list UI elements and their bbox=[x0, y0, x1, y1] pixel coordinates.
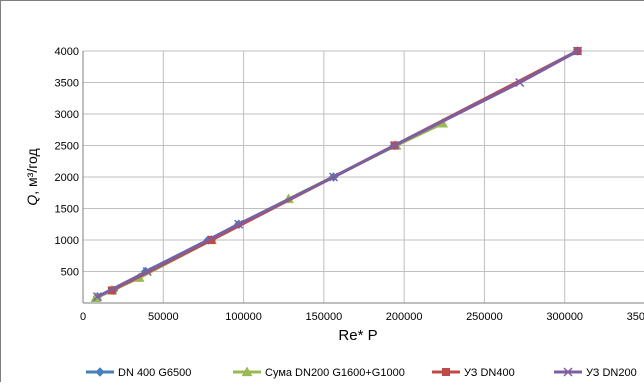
legend: DN 400 G6500 Сума DN200 G1600+G1000 УЗ DN4… bbox=[86, 366, 637, 379]
x-tick-label: 200000 bbox=[386, 311, 423, 323]
series-4-point bbox=[92, 292, 102, 302]
series-4-point bbox=[328, 172, 339, 182]
series-4-point bbox=[515, 77, 525, 88]
legend-item-3: УЗ DN400 bbox=[432, 367, 515, 379]
legend-label: УЗ DN200 bbox=[586, 367, 637, 379]
legend-marker bbox=[241, 366, 253, 377]
legend-item-1: DN 400 G6500 bbox=[86, 367, 191, 379]
x-tick-label: 0 bbox=[80, 311, 86, 323]
x-tick-label: 250000 bbox=[466, 311, 503, 323]
series-4-point-stroke bbox=[234, 219, 244, 229]
series-4 bbox=[92, 46, 583, 302]
series-4-point-stroke bbox=[515, 77, 525, 88]
y-tick-label: 2500 bbox=[55, 141, 79, 153]
y-tick-label: 500 bbox=[61, 267, 79, 279]
series-4-point-stroke bbox=[389, 140, 400, 151]
series-4-point bbox=[234, 219, 244, 229]
legend-marker bbox=[442, 368, 450, 376]
legend-marker bbox=[563, 367, 573, 377]
x-tick-label: 50000 bbox=[148, 311, 179, 323]
x-tick-label: 150000 bbox=[305, 311, 342, 323]
legend-marker bbox=[95, 367, 105, 377]
y-tick-label: 3500 bbox=[55, 78, 79, 90]
grid-layer bbox=[83, 50, 644, 303]
series-4-point bbox=[573, 46, 583, 56]
x-tick-label: 350000 bbox=[627, 311, 644, 323]
y-tick-label: 1000 bbox=[55, 235, 79, 247]
x-tick-label: 300000 bbox=[546, 311, 583, 323]
y-tick-label: 2000 bbox=[55, 172, 79, 184]
series-4-point bbox=[389, 140, 400, 151]
y-tick-label: 4000 bbox=[55, 46, 79, 58]
tick-label-layer: 0 50000 100000 150000 200000 250000 300000 3500… bbox=[55, 46, 644, 323]
legend-label: УЗ DN400 bbox=[464, 367, 515, 379]
series-4-point bbox=[142, 266, 152, 277]
legend-item-2: Сума DN200 G1600+G1000 bbox=[233, 366, 405, 379]
y-tick-label: 3000 bbox=[55, 109, 79, 121]
legend-item-4: УЗ DN200 bbox=[554, 367, 637, 379]
y-axis-title-units: , м³/год bbox=[24, 148, 40, 194]
series-4-point-stroke bbox=[328, 172, 339, 182]
x-axis-title: Re* P bbox=[338, 327, 377, 344]
legend-label: DN 400 G6500 bbox=[118, 367, 191, 379]
legend-label: Сума DN200 G1600+G1000 bbox=[265, 367, 405, 379]
y-axis-title: Q, м³/год bbox=[24, 148, 40, 205]
series-4-point-stroke bbox=[142, 266, 152, 277]
series-layer bbox=[90, 46, 583, 303]
y-axis-title-symbol: Q bbox=[24, 195, 40, 206]
series-4-point-stroke bbox=[92, 292, 102, 302]
legend-marker-stroke bbox=[563, 367, 573, 377]
y-tick-label: 1500 bbox=[55, 204, 79, 216]
axis-layer bbox=[82, 51, 644, 304]
series-4-point-stroke bbox=[573, 46, 583, 56]
x-tick-label: 100000 bbox=[225, 311, 262, 323]
